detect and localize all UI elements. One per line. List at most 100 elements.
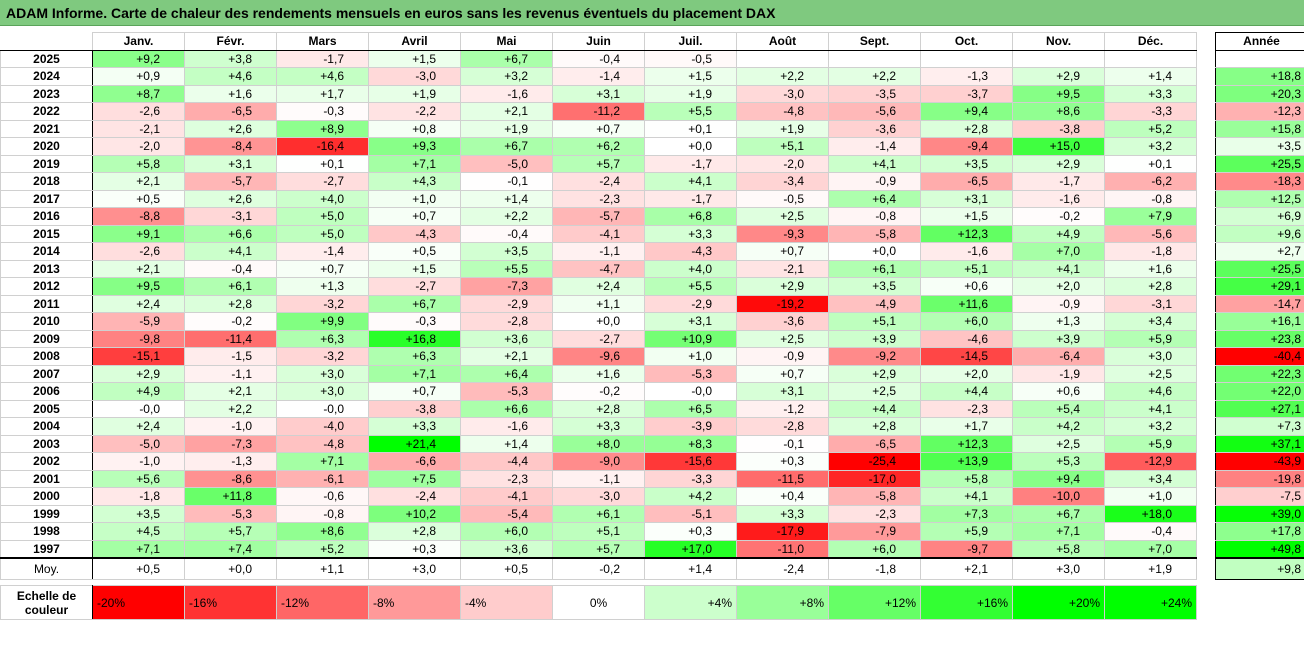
- annual-cell: +37,1: [1215, 434, 1304, 453]
- annual-cell: +16,1: [1215, 312, 1304, 331]
- heat-cell: +1,5: [644, 67, 737, 86]
- heat-cell: +17,0: [644, 539, 737, 558]
- gap-cell: [1196, 347, 1216, 365]
- heat-cell: +8,0: [552, 434, 645, 453]
- heat-cell: +2,8: [920, 119, 1013, 138]
- heat-cell: +5,8: [92, 154, 185, 173]
- heat-cell: +6,0: [920, 312, 1013, 331]
- annual-cell: +9,6: [1215, 224, 1304, 243]
- heat-cell: -4,7: [552, 259, 645, 278]
- heat-cell: +2,2: [184, 399, 277, 418]
- heat-cell: +12,3: [920, 224, 1013, 243]
- heat-cell: +0,6: [1012, 382, 1105, 401]
- heat-cell: +2,0: [1012, 277, 1105, 296]
- heat-cell: +2,4: [92, 294, 185, 313]
- month-header: Sept.: [828, 32, 921, 51]
- heat-cell: -5,3: [460, 382, 553, 401]
- annual-cell: +25,5: [1215, 259, 1304, 278]
- heat-cell: -2,6: [92, 242, 185, 261]
- heat-cell: +2,4: [92, 417, 185, 436]
- heat-cell: +5,7: [552, 154, 645, 173]
- heat-cell: -1,6: [920, 242, 1013, 261]
- heat-cell: +1,9: [460, 119, 553, 138]
- heat-cell: -0,0: [644, 382, 737, 401]
- heat-cell: -6,5: [828, 434, 921, 453]
- table-row: 2013 +2,1 -0,4 +0,7 +1,5 +5,5 -4,7 +4,0 -2,1 +6,1…: [0, 259, 1304, 278]
- year-label: 2004: [0, 417, 93, 436]
- year-label: 2018: [0, 172, 93, 191]
- heat-cell: +0,0: [828, 242, 921, 261]
- heat-cell: +3,0: [276, 364, 369, 383]
- heat-cell: -3,1: [1104, 294, 1197, 313]
- heat-cell: +4,6: [276, 67, 369, 86]
- heat-cell: +2,4: [552, 277, 645, 296]
- heat-cell: -5,8: [828, 224, 921, 243]
- table-row: 2020 -2,0 -8,4 -16,4 +9,3 +6,7 +6,2 +0,0 +5,1 -1,…: [0, 137, 1304, 156]
- heat-cell: -1,4: [552, 67, 645, 86]
- heat-cell: +0,1: [276, 154, 369, 173]
- annual-cell: +12,5: [1215, 189, 1304, 208]
- heat-cell: +3,5: [920, 154, 1013, 173]
- heat-cell: +4,1: [184, 242, 277, 261]
- heat-cell: -3,7: [920, 84, 1013, 103]
- corner-cell: [0, 32, 93, 51]
- heat-cell: -3,0: [368, 67, 461, 86]
- annual-cell: +49,8: [1215, 539, 1304, 558]
- heat-cell: +7,3: [920, 504, 1013, 523]
- heat-cell: +2,1: [92, 259, 185, 278]
- gap-cell: [1196, 505, 1216, 523]
- heat-cell: -0,5: [644, 49, 737, 68]
- month-header: Janv.: [92, 32, 185, 51]
- heat-cell: +7,1: [368, 154, 461, 173]
- year-label: 1999: [0, 504, 93, 523]
- year-label: 2025: [0, 49, 93, 68]
- year-label: 2000: [0, 487, 93, 506]
- year-label: 2011: [0, 294, 93, 313]
- heat-cell: +8,3: [644, 434, 737, 453]
- heat-cell: +5,6: [92, 469, 185, 488]
- heat-cell: +7,0: [1012, 242, 1105, 261]
- heat-cell: -1,9: [1012, 364, 1105, 383]
- heat-cell: +3,4: [1104, 312, 1197, 331]
- heat-cell: +5,7: [552, 539, 645, 558]
- heat-cell: +6,6: [460, 399, 553, 418]
- heat-cell: +6,7: [368, 294, 461, 313]
- heat-cell: -0,4: [184, 259, 277, 278]
- heat-cell: +1,0: [1104, 487, 1197, 506]
- heat-cell: +8,6: [1012, 102, 1105, 121]
- heat-cell: -8,8: [92, 207, 185, 226]
- gap-cell: [1196, 330, 1216, 348]
- heat-cell: -3,8: [1012, 119, 1105, 138]
- heat-cell: +5,8: [920, 469, 1013, 488]
- heat-cell: -4,3: [368, 224, 461, 243]
- heat-cell: +0,1: [1104, 154, 1197, 173]
- heat-cell: -1,6: [460, 417, 553, 436]
- heat-cell: +3,9: [1012, 329, 1105, 348]
- year-label: 2014: [0, 242, 93, 261]
- heat-cell: -4,0: [276, 417, 369, 436]
- heat-cell: -0,1: [460, 172, 553, 191]
- heat-cell: +4,2: [644, 487, 737, 506]
- heat-cell: +1,5: [920, 207, 1013, 226]
- heat-cell: +6,4: [828, 189, 921, 208]
- heat-cell: -2,9: [644, 294, 737, 313]
- heat-cell: -0,6: [276, 487, 369, 506]
- heat-cell: +3,5: [828, 277, 921, 296]
- chart-title: ADAM Informe. Carte de chaleur des rende…: [0, 0, 1304, 26]
- heat-cell: +9,2: [92, 49, 185, 68]
- annual-cell: [1215, 49, 1304, 68]
- table-row: 2024 +0,9 +4,6 +4,6 -3,0 +3,2 -1,4 +1,5 +2,2 +2,2…: [0, 67, 1304, 86]
- annual-cell: +18,8: [1215, 67, 1304, 86]
- heat-cell: -0,0: [276, 399, 369, 418]
- heat-cell: -2,1: [736, 259, 829, 278]
- heat-cell: +21,4: [368, 434, 461, 453]
- heat-cell: +0,3: [368, 539, 461, 558]
- gap-cell: [1196, 137, 1216, 155]
- table-row: 2002 -1,0 -1,3 +7,1 -6,6 -4,4 -9,0 -15,6 +0,3 -25…: [0, 452, 1304, 471]
- heat-cell: -3,2: [276, 347, 369, 366]
- average-label: Moy.: [0, 556, 93, 580]
- heat-cell: -9,6: [552, 347, 645, 366]
- heat-cell: +4,6: [1104, 382, 1197, 401]
- heat-cell: +4,9: [92, 382, 185, 401]
- heat-cell: +5,5: [644, 102, 737, 121]
